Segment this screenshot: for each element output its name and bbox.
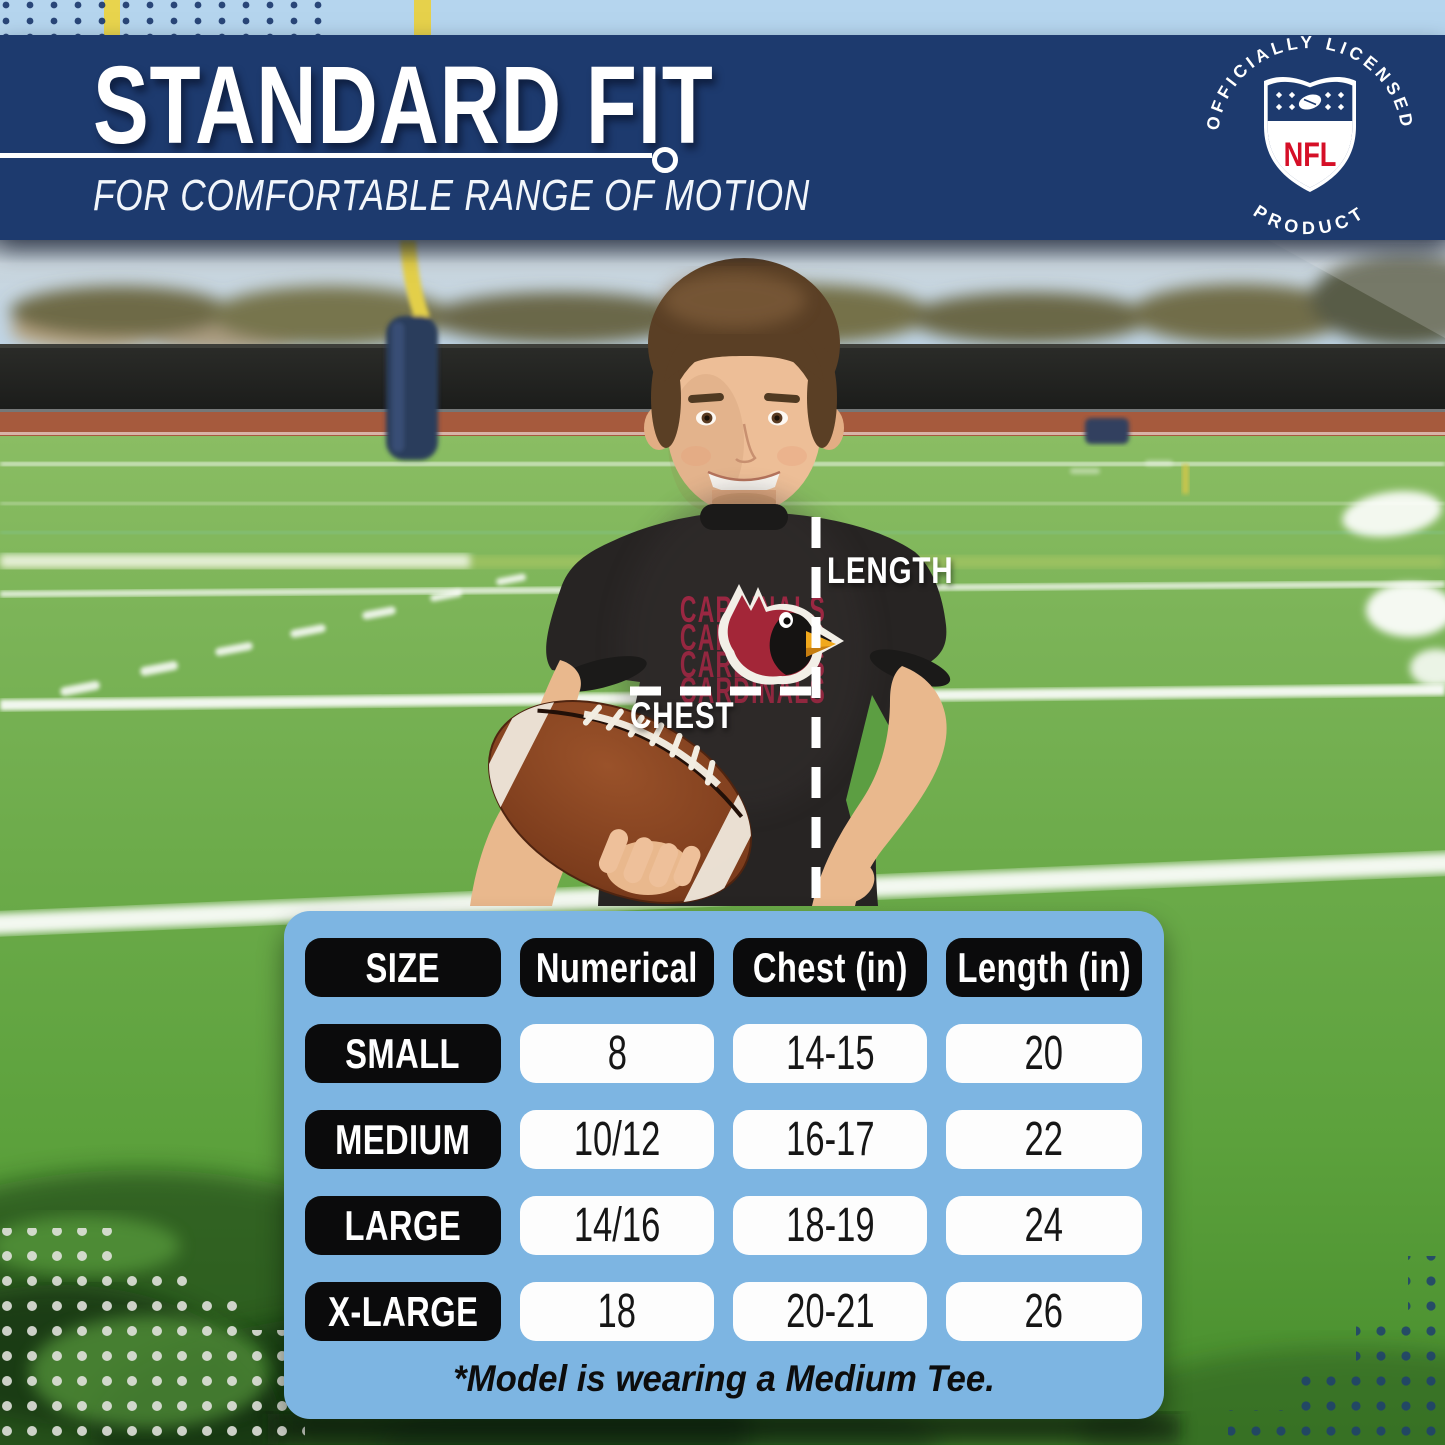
banner-underline [0, 147, 678, 173]
table-header-row: SIZE Numerical Chest (in) Length (in) [305, 938, 1143, 997]
banner: STANDARD FIT FOR COMFORTABLE RANGE OF MO… [0, 32, 1445, 240]
length-cell: 20 [946, 1024, 1142, 1083]
goalpost [386, 240, 438, 460]
header-chest: Chest (in) [733, 938, 927, 997]
diagonal-sheen [1268, 240, 1445, 338]
size-cell: X-LARGE [305, 1282, 501, 1341]
numerical-cell: 10/12 [520, 1110, 714, 1169]
goalpost-upright-center [414, 0, 431, 42]
badge-arc-bottom-text: PRODUCT [1250, 201, 1365, 238]
svg-text:PRODUCT: PRODUCT [1250, 201, 1370, 238]
table-row-medium: MEDIUM 10/12 16-17 22 [305, 1110, 1143, 1169]
header-size: SIZE [305, 938, 501, 997]
hash-marks [60, 460, 1173, 697]
banner-title: STANDARD FIT [93, 44, 714, 167]
nfl-shield-text: NFL [1284, 135, 1337, 174]
length-cell: 24 [946, 1196, 1142, 1255]
chest-cell: 14-15 [733, 1024, 927, 1083]
length-label: LENGTH [827, 550, 954, 591]
chest-label: CHEST [630, 695, 735, 736]
table-row-large: LARGE 14/16 18-19 24 [305, 1196, 1143, 1255]
chest-cell: 16-17 [733, 1110, 927, 1169]
arm-on-hip [812, 666, 947, 906]
far-goalpost-pad [1085, 418, 1129, 444]
chest-cell: 18-19 [733, 1196, 927, 1255]
yellow-field-tick [1182, 464, 1189, 494]
size-chart-table: SIZE Numerical Chest (in) Length (in) SM… [305, 938, 1143, 1341]
banner-subtitle: FOR COMFORTABLE RANGE OF MOTION [93, 171, 811, 220]
size-cell: MEDIUM [305, 1110, 501, 1169]
length-cell: 26 [946, 1282, 1142, 1341]
header-length: Length (in) [946, 938, 1142, 997]
painted-field-numbers [1342, 491, 1445, 687]
header-numerical: Numerical [520, 938, 714, 997]
numerical-cell: 18 [520, 1282, 714, 1341]
table-row-x-large: X-LARGE 18 20-21 26 [305, 1282, 1143, 1341]
size-cell: LARGE [305, 1196, 501, 1255]
underline-end-ring-icon [652, 147, 678, 173]
size-cell: SMALL [305, 1024, 501, 1083]
size-chart-panel: SIZE Numerical Chest (in) Length (in) SM… [284, 911, 1164, 1419]
nfl-officially-licensed-badge-icon: OFFICIALLY LICENSED PRODUCT NFL [1202, 32, 1413, 238]
model-size-footnote: *Model is wearing a Medium Tee. [453, 1358, 995, 1399]
table-row-small: SMALL 8 14-15 20 [305, 1024, 1143, 1083]
length-cell: 22 [946, 1110, 1142, 1169]
chest-cell: 20-21 [733, 1282, 927, 1341]
hand [598, 829, 701, 895]
numerical-cell: 8 [520, 1024, 714, 1083]
numerical-cell: 14/16 [520, 1196, 714, 1255]
